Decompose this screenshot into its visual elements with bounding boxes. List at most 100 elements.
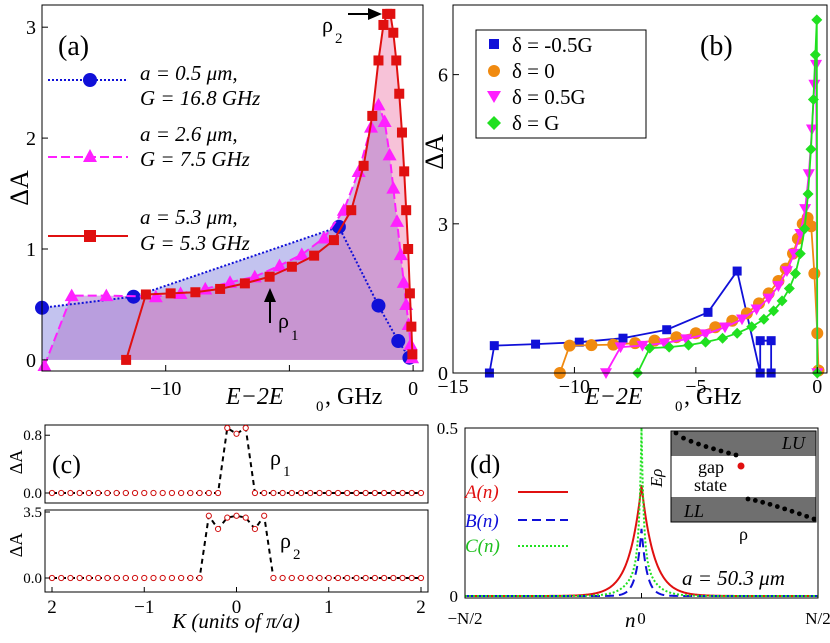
d-inset-gap: gap [698, 457, 724, 477]
c-bottom-line [52, 513, 421, 579]
b-series-3-point [699, 329, 712, 341]
c-top-point [279, 489, 286, 497]
c-bottom-point [270, 574, 277, 582]
b-series-3-point [750, 304, 763, 316]
d-inset-upper-dot [733, 452, 739, 458]
d-inset: LU LL gap state Eρ ρ [647, 430, 817, 544]
a-series-2-point [272, 258, 287, 272]
c-bottom-point [353, 574, 360, 582]
d-inset-upper-dot [726, 450, 731, 456]
c-ticks: 0.0 0.8 0.0 3.5 2 −1 0 1 2 [23, 428, 426, 618]
c-rho2-label: ρ [280, 528, 291, 553]
c-top-point [251, 489, 259, 497]
a-series-3-point [358, 160, 369, 171]
c-bottom-point [187, 574, 194, 582]
a-series-3-point [346, 205, 357, 216]
b-panel-label: (b) [700, 31, 733, 62]
c-top-ytick-label: 0.0 [23, 486, 42, 502]
a-series-3-point [286, 261, 297, 272]
a-legend-1-line1: a = 0.5 μm, [140, 61, 238, 85]
b-series-3-point [614, 342, 627, 354]
c-bottom-point [261, 512, 268, 519]
c-ylabel-top: ΔA [6, 450, 26, 475]
c-top-point [417, 489, 425, 497]
a-series-2-point [371, 97, 386, 111]
a-panel-label: (a) [58, 31, 89, 62]
c-xlabel: K (units of π/a) [171, 609, 300, 633]
c-bottom-point [417, 574, 425, 582]
b-legend: δ = -0.5G δ = 0 δ = 0.5G δ = G [475, 29, 647, 139]
d-panel-label: (d) [470, 450, 500, 479]
a-legend-marker-square [84, 230, 96, 242]
panel-b: 036−15 −10 −5 0 (b) ΔA E−2E 0 , GHz δ = -0.… [420, 4, 828, 415]
d-xlabel: n [625, 608, 636, 632]
c-top-point [233, 430, 240, 437]
c-rho1-sub: 1 [283, 464, 291, 480]
b-series-4-point [805, 143, 817, 155]
c-top-point [141, 489, 148, 497]
b-legend-marker-square [489, 39, 499, 49]
a-series-3-point [394, 88, 405, 99]
a-series-2-point [382, 147, 397, 161]
c-bottom-point [95, 574, 102, 582]
c-top-point [224, 424, 231, 432]
b-legend-1: δ = -0.5G [512, 33, 593, 57]
b-ytick-label: 6 [438, 65, 448, 87]
d-inset-lower-dot [745, 496, 751, 502]
b-series-3-point [600, 368, 612, 379]
b-series-4-point [794, 248, 806, 260]
c-top-point [270, 489, 277, 497]
a-xlabel-main: E−2E [225, 384, 284, 410]
d-ytick-label: 0 [450, 587, 459, 606]
b-series-3-point [658, 338, 671, 350]
b-series-group [484, 14, 825, 379]
c-top-point [307, 489, 314, 497]
c-panel-label: (c) [52, 450, 81, 479]
c-bottom-ytick-label: 0.0 [23, 571, 42, 587]
arrow-right-icon [368, 8, 382, 20]
c-bottom-point [233, 512, 240, 519]
d-inset-lower-dot [752, 498, 758, 503]
c-bottom-point [279, 574, 286, 582]
c-top-point [76, 489, 83, 497]
a-series-2-point [386, 181, 401, 194]
c-top-point [58, 489, 65, 497]
b-ytick-label: 0 [438, 363, 448, 385]
c-top-point [150, 489, 157, 497]
b-series-3-point [719, 322, 731, 334]
c-bottom-point [390, 574, 397, 582]
d-series-line-2 [465, 528, 818, 597]
d-ticks: 0 0.5 −N/2 0 N/2 [437, 419, 830, 628]
c-bottom-point [196, 574, 203, 582]
c-bottom-point [159, 574, 166, 582]
a-series-2-point [294, 247, 309, 261]
b-legend-3: δ = 0.5G [512, 85, 586, 109]
c-bottom-point [325, 574, 332, 582]
b-series-4-point [799, 223, 811, 235]
b-series-3-point [636, 340, 649, 352]
b-series-3-point [762, 293, 775, 305]
c-xtick-label: 1 [324, 597, 334, 618]
b-xtick-label: −15 [437, 376, 468, 398]
a-annotation-rho1: ρ 1 [264, 288, 299, 344]
c-bottom-point [67, 574, 74, 582]
a-legend: a = 0.5 μm, G = 16.8 GHz a = 2.6 μm, G =… [48, 61, 260, 255]
b-series-1-point [766, 336, 776, 346]
c-bottom-point [113, 574, 120, 582]
c-ylabel-bottom: ΔA [6, 533, 26, 558]
c-bottom-point [288, 574, 295, 582]
c-top-line [52, 426, 421, 494]
b-series-3-point [780, 266, 793, 278]
a-series-2-point [317, 230, 332, 244]
b-series-4-point [789, 268, 801, 280]
a-legend-3-line1: a = 5.3 μm, [140, 205, 238, 229]
d-legend-2: B(n) [465, 511, 499, 532]
a-series-2-point [64, 288, 79, 302]
d-inset-upper-dot [673, 430, 679, 436]
c-bottom-point [168, 574, 176, 582]
a-series-3-point [406, 321, 417, 332]
c-bottom-point [224, 514, 231, 521]
b-series-1-point [574, 337, 584, 347]
d-inset-upper-dot [718, 448, 724, 454]
d-xtick-label: −N/2 [447, 609, 482, 628]
